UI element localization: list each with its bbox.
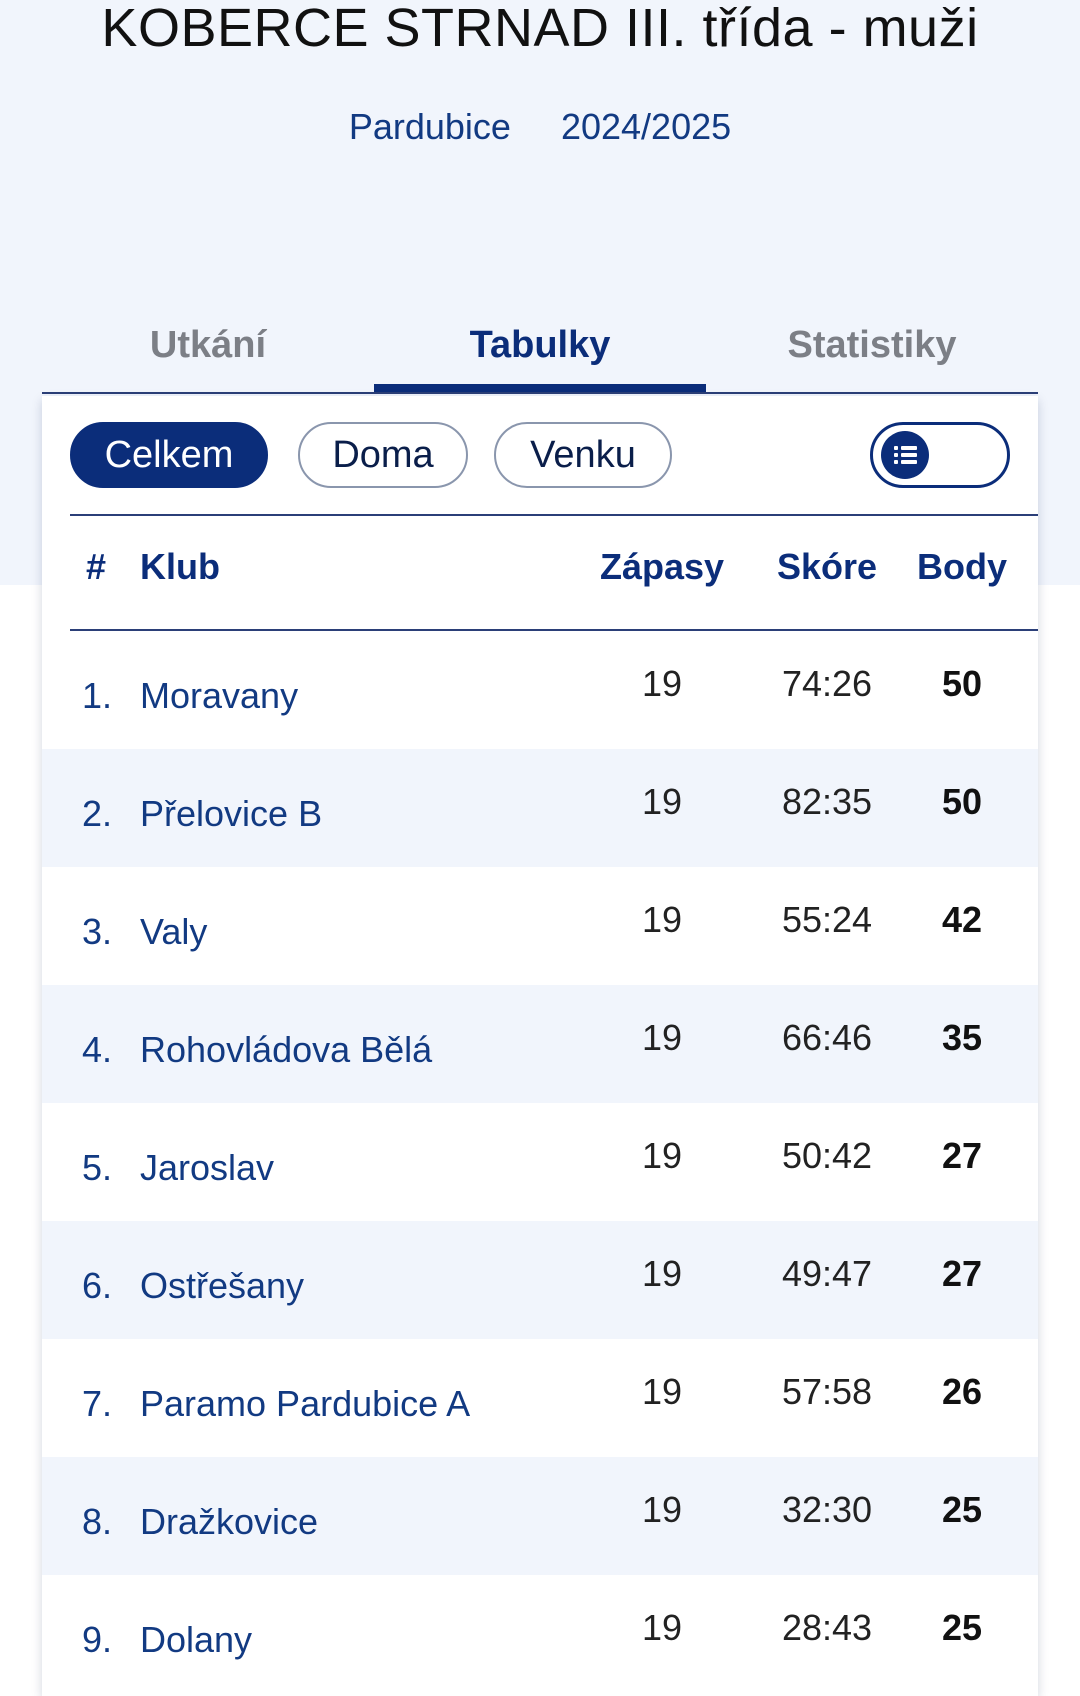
row-points: 26: [941, 1371, 983, 1412]
row-matches: 19: [641, 899, 683, 940]
tab-tables[interactable]: Tabulky: [469, 324, 611, 366]
row-points: 35: [941, 1017, 983, 1058]
row-matches: 19: [641, 1371, 683, 1412]
filter-home-button[interactable]: Doma: [298, 422, 468, 488]
row-score: 57:58: [781, 1371, 873, 1412]
row-matches: 19: [641, 663, 683, 704]
row-club[interactable]: Jaroslav: [140, 1147, 275, 1188]
row-score: 66:46: [781, 1017, 873, 1058]
tab-matches[interactable]: Utkání: [149, 324, 267, 366]
season-label: 2024/2025: [560, 106, 732, 147]
row-club[interactable]: Přelovice B: [140, 793, 323, 834]
row-rank: 7.: [82, 1383, 113, 1424]
table-row[interactable]: 7. Paramo Pardubice A 19 57:58 26: [42, 1339, 1038, 1457]
table-header: # Klub Zápasy Skóre Body: [42, 516, 1038, 628]
column-points: Body: [917, 546, 1007, 587]
table-row[interactable]: 1. Moravany 19 74:26 50: [42, 631, 1038, 749]
column-matches: Zápasy: [599, 546, 725, 587]
row-rank: 4.: [82, 1029, 113, 1070]
row-rank: 6.: [82, 1265, 113, 1306]
row-points: 42: [941, 899, 983, 940]
row-points: 25: [941, 1489, 983, 1530]
row-score: 32:30: [781, 1489, 873, 1530]
active-tab-indicator: [374, 384, 706, 392]
row-rank: 8.: [82, 1501, 113, 1542]
standings-card: Celkem Doma Venku # Klub Zápasy Skóre Bo…: [42, 396, 1038, 1696]
row-rank: 5.: [82, 1147, 113, 1188]
row-points: 27: [941, 1253, 983, 1294]
row-score: 55:24: [781, 899, 873, 940]
row-score: 28:43: [781, 1607, 873, 1648]
row-score: 50:42: [781, 1135, 873, 1176]
region-label: Pardubice: [348, 106, 511, 147]
row-score: 49:47: [781, 1253, 873, 1294]
tab-statistics[interactable]: Statistiky: [787, 324, 957, 366]
tabs-divider: [42, 392, 1038, 394]
row-matches: 19: [641, 1253, 683, 1294]
row-club[interactable]: Dolany: [140, 1619, 253, 1660]
table-row[interactable]: 8. Dražkovice 19 32:30 25: [42, 1457, 1038, 1575]
list-icon: [881, 431, 929, 479]
column-rank: #: [86, 546, 107, 587]
filter-overall-button[interactable]: Celkem: [70, 422, 268, 488]
row-club[interactable]: Valy: [140, 911, 208, 952]
header-divider: [70, 629, 1038, 631]
row-club[interactable]: Paramo Pardubice A: [140, 1383, 471, 1424]
row-rank: 3.: [82, 911, 113, 952]
row-club[interactable]: Rohovládova Bělá: [140, 1029, 433, 1070]
competition-info: Pardubice 2024/2025: [0, 106, 1080, 148]
view-toggle[interactable]: [870, 422, 1010, 488]
row-score: 82:35: [781, 781, 873, 822]
row-points: 27: [941, 1135, 983, 1176]
row-rank: 2.: [82, 793, 113, 834]
table-row[interactable]: 4. Rohovládova Bělá 19 66:46 35: [42, 985, 1038, 1103]
row-matches: 19: [641, 1017, 683, 1058]
row-matches: 19: [641, 1135, 683, 1176]
row-club[interactable]: Moravany: [140, 675, 299, 716]
section-tabs: Utkání Tabulky Statistiky: [42, 310, 1038, 394]
row-points: 25: [941, 1607, 983, 1648]
table-row[interactable]: 3. Valy 19 55:24 42: [42, 867, 1038, 985]
filters-divider: [70, 514, 1038, 516]
table-row[interactable]: 9. Dolany 19 28:43 25: [42, 1575, 1038, 1693]
row-points: 50: [941, 663, 983, 704]
column-club: Klub: [140, 546, 220, 587]
row-rank: 9.: [82, 1619, 113, 1660]
row-matches: 19: [641, 1607, 683, 1648]
table-row[interactable]: 2. Přelovice B 19 82:35 50: [42, 749, 1038, 867]
row-club[interactable]: Dražkovice: [140, 1501, 319, 1542]
row-score: 74:26: [781, 663, 873, 704]
table-row[interactable]: 5. Jaroslav 19 50:42 27: [42, 1103, 1038, 1221]
column-score: Skóre: [776, 546, 878, 587]
row-club[interactable]: Ostřešany: [140, 1265, 305, 1306]
row-rank: 1.: [82, 675, 113, 716]
filter-away-button[interactable]: Venku: [494, 422, 672, 488]
row-matches: 19: [641, 781, 683, 822]
row-matches: 19: [641, 1489, 683, 1530]
row-points: 50: [941, 781, 983, 822]
page-title: KOBERCE STRNAD III. třída - muži: [101, 0, 979, 58]
table-row[interactable]: 6. Ostřešany 19 49:47 27: [42, 1221, 1038, 1339]
